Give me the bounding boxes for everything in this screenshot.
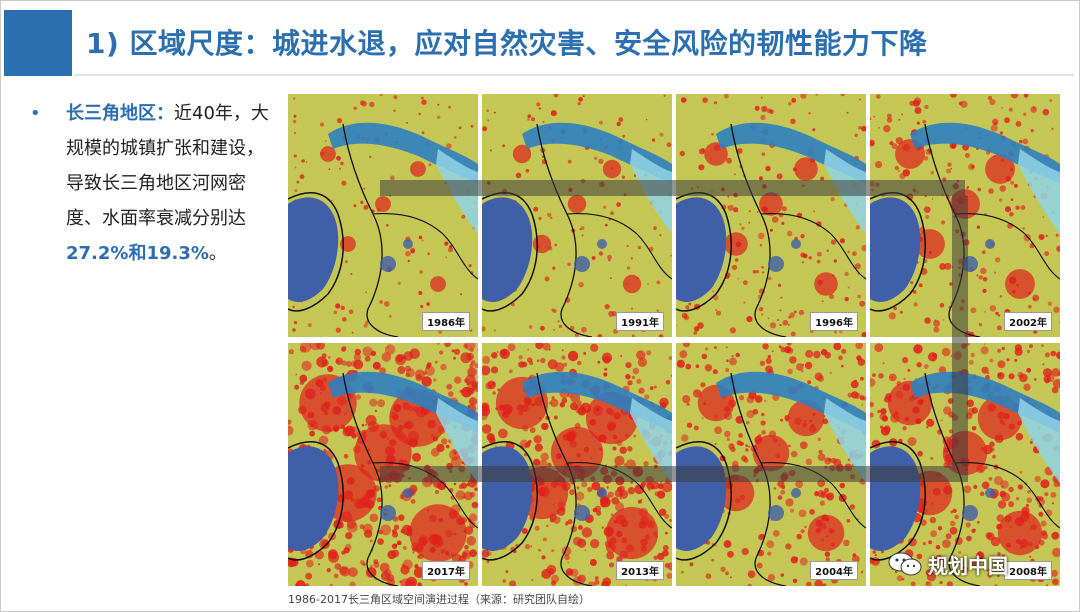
sequence-arrow-top [380, 180, 965, 196]
year-label: 1986年 [422, 312, 470, 331]
watermark-text: 规划中国 [928, 553, 1008, 578]
year-label: 1996年 [810, 312, 858, 331]
sequence-arrow-bottom [380, 466, 968, 482]
year-label: 2002年 [1004, 312, 1052, 331]
map-grid: 1986年 1991年 [288, 94, 1064, 586]
map-panel: 1996年 [676, 94, 866, 337]
map-panel: 1991年 [482, 94, 672, 337]
map-panel: 1986年 [288, 94, 478, 337]
bullet-end: 。 [208, 243, 227, 264]
figure-caption: 1986-2017长三角区域空间演进过程（来源：研究团队自绘） [288, 593, 590, 606]
year-label: 2017年 [422, 561, 470, 580]
bullet-figures: 27.2%和19.3% [66, 243, 209, 264]
map-panel: 2013年 [482, 343, 672, 586]
map-panel: 2004年 [676, 343, 866, 586]
watermark: 规划中国 [888, 548, 1008, 580]
title-accent-block [4, 10, 72, 76]
year-label: 2008年 [1004, 561, 1052, 580]
year-label: 1991年 [616, 312, 664, 331]
map-panel: 2017年 [288, 343, 478, 586]
bullet-body: 近40年，大规模的城镇扩张和建设，导致长三角地区河网密度、水面率衰减分别达 [66, 103, 269, 229]
wechat-icon [888, 551, 922, 577]
bullet-marker: • [30, 103, 41, 124]
sequence-arrow-right [952, 196, 968, 466]
year-label: 2004年 [810, 561, 858, 580]
bullet-heading: 长三角地区： [66, 103, 174, 124]
year-label: 2013年 [616, 561, 664, 580]
bullet-paragraph: • 长三角地区：近40年，大规模的城镇扩张和建设，导致长三角地区河网密度、水面率… [30, 96, 275, 271]
slide-title: 1) 区域尺度：城进水退，应对自然灾害、安全风险的韧性能力下降 [86, 27, 928, 60]
title-underline [74, 74, 1074, 76]
